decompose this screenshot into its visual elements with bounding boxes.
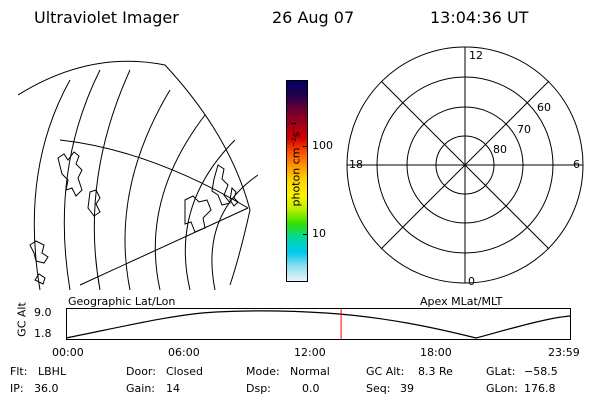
seq-value: 39 [400, 382, 414, 395]
mlat-label-80: 80 [493, 143, 507, 156]
meridian [59, 139, 249, 209]
dsp-value: 0.0 [302, 382, 320, 395]
altitude-plot [66, 308, 571, 340]
alt-xtick-1200: 12:00 [294, 346, 326, 359]
door-value: Closed [166, 365, 203, 378]
lat-arc [124, 89, 171, 290]
coastline [57, 151, 83, 197]
colorbar-tick [303, 146, 308, 147]
gain-value: 14 [166, 382, 180, 395]
coastline [29, 240, 49, 264]
coastline [87, 189, 101, 217]
mode-value: Normal [290, 365, 330, 378]
colorbar-unit-label: photon cm⁻²s⁻¹ [289, 121, 303, 207]
alt-xtick-1800: 18:00 [420, 346, 452, 359]
ip-value: 36.0 [34, 382, 59, 395]
gcalt-value: 8.3 Re [418, 365, 453, 378]
coastline [184, 195, 212, 233]
app-title: Ultraviolet Imager [34, 8, 179, 27]
alt-ylabel: GC Alt [15, 302, 29, 337]
mlt-label-0: 0 [468, 275, 475, 285]
mlt-label-18: 18 [349, 158, 363, 171]
date-label: 26 Aug 07 [272, 8, 355, 27]
alt-curve [66, 310, 571, 339]
coastline [229, 186, 239, 207]
map-edge-arc [18, 60, 251, 286]
polar-plot-label: Apex MLat/MLT [420, 295, 503, 308]
gcalt-label: GC Alt: [366, 365, 405, 378]
alt-ymin: 1.8 [34, 327, 52, 340]
mlt-label-6: 6 [573, 158, 580, 171]
coastline [211, 164, 231, 206]
door-label: Door: [126, 365, 156, 378]
lat-arc [63, 69, 101, 290]
filter-label: Flt: [10, 365, 28, 378]
mlt-label-12: 12 [469, 49, 483, 62]
alt-plot-frame [66, 308, 571, 340]
colorbar-tick-label: 10 [312, 227, 326, 240]
dsp-label: Dsp: [246, 382, 271, 395]
colorbar-tick [303, 234, 308, 235]
alt-xtick-2359: 23:59 [548, 346, 580, 359]
time-label: 13:04:36 UT [430, 8, 529, 27]
alt-xtick-0000: 00:00 [52, 346, 84, 359]
colorbar [286, 80, 308, 282]
mlt-diagonal [380, 80, 550, 250]
alt-ymax: 9.0 [34, 306, 52, 319]
lat-arc [184, 139, 236, 290]
seq-label: Seq: [366, 382, 391, 395]
meridian [79, 207, 249, 286]
ip-label: IP: [10, 382, 24, 395]
filter-value: LBHL [38, 365, 67, 378]
glon-label: GLon: [486, 382, 518, 395]
mlat-label-70: 70 [517, 123, 531, 136]
polar-plot: 12 18 6 0 60 70 80 [346, 46, 584, 285]
glat-value: −58.5 [524, 365, 558, 378]
mlat-label-60: 60 [537, 101, 551, 114]
geo-map-label: Geographic Lat/Lon [68, 295, 176, 308]
lat-arc [93, 69, 131, 290]
alt-xtick-0600: 06:00 [168, 346, 200, 359]
lat-arc [154, 114, 206, 290]
gain-label: Gain: [126, 382, 155, 395]
geographic-map [18, 60, 258, 290]
coastline [34, 273, 46, 285]
glat-label: GLat: [486, 365, 516, 378]
lat-arc [33, 79, 71, 290]
colorbar-tick-label: 100 [312, 139, 333, 152]
lat-arc [211, 174, 258, 290]
mode-label: Mode: [246, 365, 280, 378]
glon-value: 176.8 [524, 382, 556, 395]
